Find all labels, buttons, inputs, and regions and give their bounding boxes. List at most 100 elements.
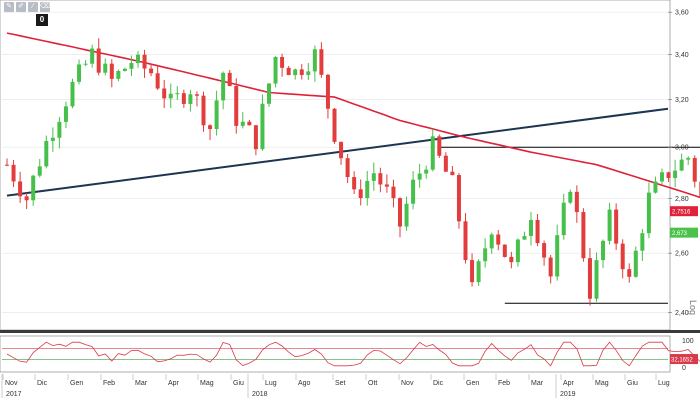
candle-body (574, 191, 579, 213)
candle-body (692, 157, 697, 182)
x-month-label: Ott (368, 380, 377, 387)
candle-body (319, 49, 324, 75)
osc-tick-label: 0 (682, 365, 686, 372)
candle-body (181, 93, 186, 104)
candle-body (398, 198, 402, 227)
x-month-label: Lug (658, 380, 670, 387)
candle-body (63, 106, 68, 122)
candle-body (208, 125, 213, 130)
candle-body (345, 158, 350, 178)
candle-body (673, 170, 678, 179)
x-month-label: Gen (70, 380, 83, 387)
candle-body (299, 69, 304, 75)
candle-body (601, 240, 606, 261)
x-month-label: Dic (37, 380, 48, 387)
candle-body (77, 64, 82, 82)
candle-body (227, 72, 232, 87)
candle-body (404, 203, 409, 227)
candle-body (50, 137, 55, 141)
y-tick-label: 3,00 (675, 145, 689, 152)
y-tick-label: 2,80 (675, 196, 689, 203)
candle-body (70, 81, 75, 107)
candle-body (194, 94, 199, 96)
candle-body (214, 100, 219, 130)
candle-body (109, 63, 114, 79)
last-price-badge-label: 2,673 (672, 231, 688, 237)
y-tick-label: 2,40 (675, 310, 689, 317)
time-axis: Nov Dic Gen Feb Mar Apr Mag Giu Lug Ago Set Ott Nov D… (1, 374, 670, 398)
candle-body (201, 95, 206, 126)
candle-body (627, 269, 632, 277)
x-year-label: 2017 (6, 391, 22, 398)
chart-grid (2, 11, 668, 313)
candlesticks (5, 38, 700, 306)
candle-body (312, 49, 317, 72)
candle-body (253, 125, 258, 150)
y-tick-label: 3,20 (675, 97, 689, 104)
candle-body (18, 181, 23, 197)
candle-body (122, 68, 127, 72)
candle-body (456, 175, 461, 222)
candle-body (509, 256, 514, 263)
line-tool-icon[interactable]: ⁄ (28, 2, 38, 12)
candle-body (686, 157, 691, 160)
candle-body (594, 260, 599, 299)
x-month-label: Lug (265, 380, 277, 387)
y-tick-label: 2,60 (675, 251, 689, 258)
x-month-label: Mar (531, 380, 544, 387)
candle-body (260, 103, 265, 150)
candle-body (542, 243, 547, 258)
eraser-tool-icon[interactable]: ⌫ (40, 2, 50, 12)
candle-body (83, 63, 88, 65)
x-month-label: Gen (466, 380, 479, 387)
candle-body (646, 192, 651, 234)
candle-body (614, 209, 619, 244)
candle-body (653, 181, 658, 193)
x-month-label: Set (335, 380, 346, 387)
candle-body (149, 68, 154, 74)
x-year-label: 2019 (560, 391, 576, 398)
candle-body (31, 175, 36, 201)
oscillator-line (6, 341, 700, 367)
candle-body (339, 141, 344, 159)
panel-separator (0, 330, 700, 333)
candle-body (437, 136, 442, 156)
candle-body (11, 164, 16, 182)
candle-body (96, 48, 101, 73)
candle-body (221, 72, 226, 101)
candle-body (155, 73, 160, 89)
log-scale-label: Log (688, 300, 698, 315)
candle-body (640, 233, 645, 251)
candle-body (116, 71, 121, 79)
candle-body (103, 63, 108, 73)
price-axis: 3,60 3,40 3,20 3,00 2,80 2,60 2,40 2,7516 2,673 (668, 10, 698, 317)
ma-last-badge (670, 206, 698, 217)
candle-body (443, 155, 448, 172)
candle-body (57, 121, 62, 138)
candle-body (666, 172, 671, 179)
candle-body (470, 260, 475, 283)
pencil-tool-icon[interactable]: ✐ (16, 2, 26, 12)
candle-body (371, 173, 376, 181)
candle-body (352, 177, 357, 190)
candle-body (280, 56, 285, 68)
candle-body (502, 244, 507, 257)
ma-last-badge-label: 2,7516 (672, 210, 691, 216)
long-trendline (6, 107, 669, 197)
candle-body (496, 234, 501, 245)
candle-body (555, 235, 560, 277)
x-month-label: Feb (103, 380, 115, 387)
candle-body (620, 243, 625, 270)
x-month-label: Mag (200, 380, 214, 387)
candle-body (332, 108, 337, 142)
candle-body (273, 56, 278, 84)
candle-body (306, 71, 311, 75)
candle-body (522, 235, 527, 240)
draw-tool-icon[interactable]: ✎ (4, 2, 14, 12)
candle-body (293, 69, 298, 76)
candle-body (463, 221, 468, 261)
candle-body (168, 93, 173, 99)
candle-body (561, 202, 566, 236)
candle-body (391, 186, 396, 199)
